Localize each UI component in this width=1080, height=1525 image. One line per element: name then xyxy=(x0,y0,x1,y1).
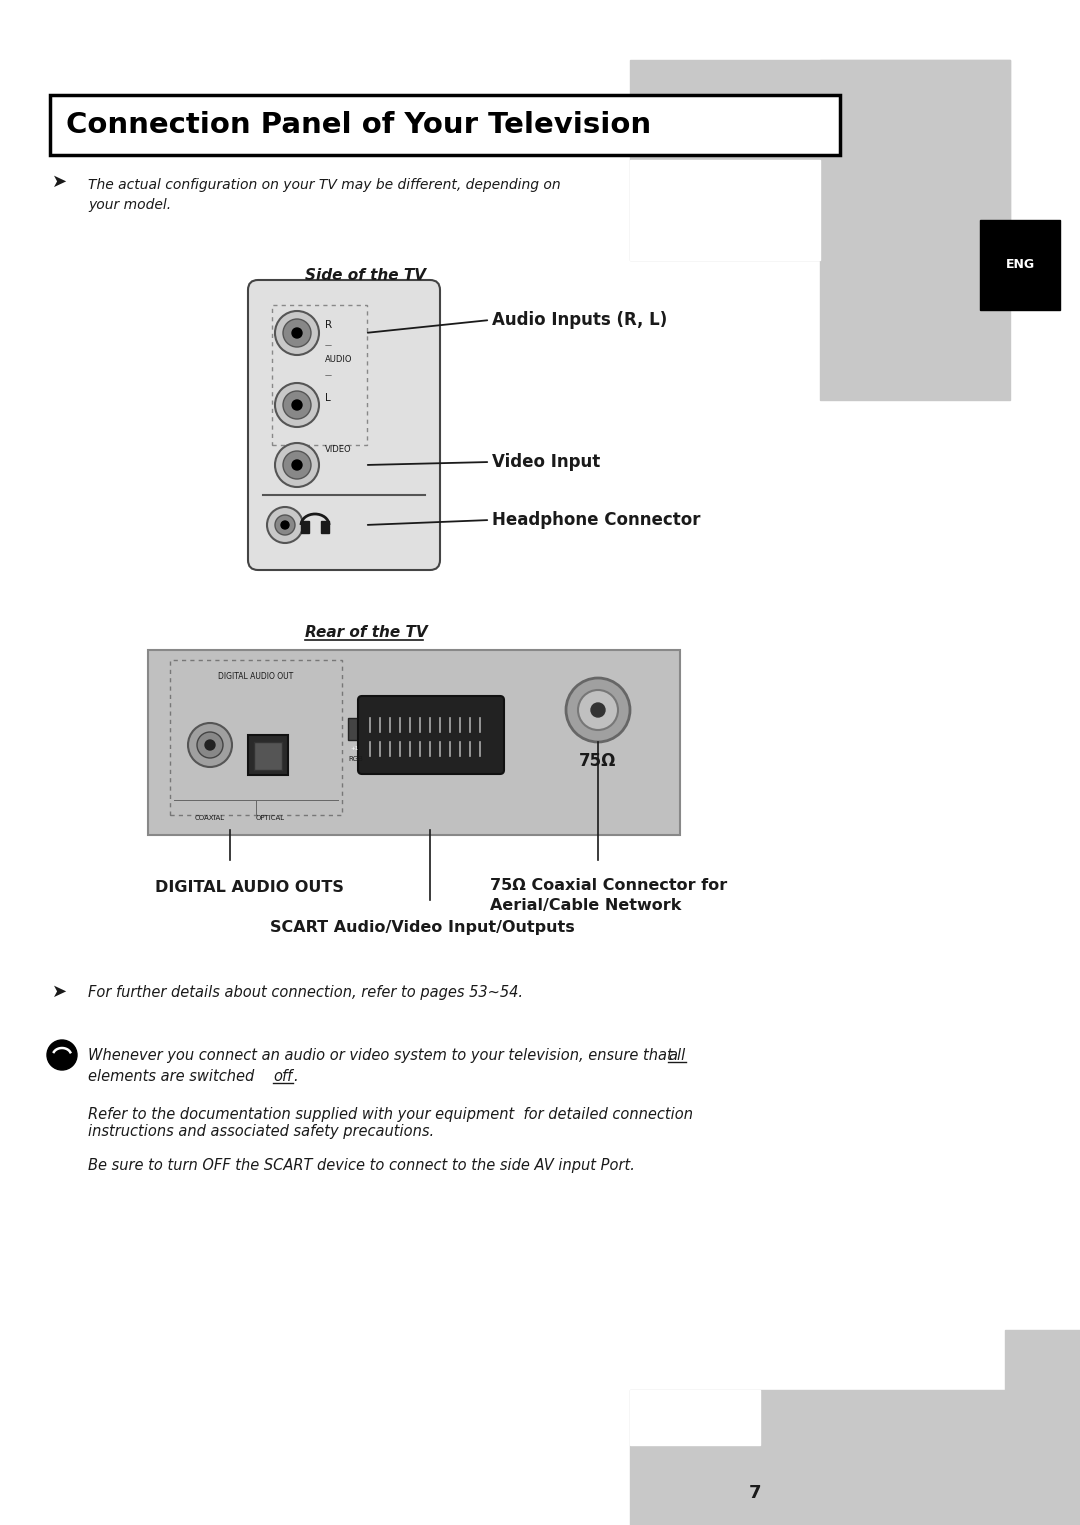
Text: ENG: ENG xyxy=(1005,259,1035,271)
Text: AUDIO: AUDIO xyxy=(325,355,352,364)
Bar xyxy=(980,220,1059,310)
Bar xyxy=(820,59,1010,400)
Text: Refer to the documentation supplied with your equipment  for detailed connection: Refer to the documentation supplied with… xyxy=(87,1107,693,1139)
Bar xyxy=(348,718,362,740)
Text: 75Ω: 75Ω xyxy=(579,752,617,770)
Text: Be sure to turn OFF the SCART device to connect to the side AV input Port.: Be sure to turn OFF the SCART device to … xyxy=(87,1157,635,1173)
Text: L: L xyxy=(325,393,330,403)
Bar xyxy=(148,650,680,836)
Text: OPTICAL: OPTICAL xyxy=(256,814,284,820)
Text: ➤: ➤ xyxy=(52,172,67,191)
Text: 75Ω Coaxial Connector for: 75Ω Coaxial Connector for xyxy=(490,878,727,894)
Bar xyxy=(254,743,282,770)
Circle shape xyxy=(281,522,289,529)
Text: Video Input: Video Input xyxy=(492,453,600,471)
Circle shape xyxy=(591,703,605,717)
Bar xyxy=(630,59,1010,259)
Text: your model.: your model. xyxy=(87,198,171,212)
FancyBboxPatch shape xyxy=(357,695,504,775)
Text: DIGITAL AUDIO OUT: DIGITAL AUDIO OUT xyxy=(218,673,294,682)
Circle shape xyxy=(275,515,295,535)
Bar xyxy=(1005,1330,1080,1389)
Circle shape xyxy=(292,328,302,339)
Circle shape xyxy=(275,383,319,427)
Circle shape xyxy=(205,740,215,750)
Bar xyxy=(630,1389,760,1446)
Circle shape xyxy=(283,451,311,479)
Bar xyxy=(50,95,840,156)
Text: Audio Inputs (R, L): Audio Inputs (R, L) xyxy=(492,311,667,329)
Text: SCART Audio/Video Input/Outputs: SCART Audio/Video Input/Outputs xyxy=(270,920,575,935)
Bar xyxy=(248,735,288,775)
Circle shape xyxy=(578,689,618,730)
Text: 7: 7 xyxy=(748,1484,761,1502)
Text: .: . xyxy=(293,1069,298,1084)
Text: COAXIAL: COAXIAL xyxy=(194,814,225,820)
Text: ➤: ➤ xyxy=(52,984,67,1000)
Circle shape xyxy=(292,461,302,470)
Text: Aerial/Cable Network: Aerial/Cable Network xyxy=(490,898,681,913)
Ellipse shape xyxy=(993,244,1048,287)
Text: all: all xyxy=(669,1048,685,1063)
Bar xyxy=(630,1389,1080,1525)
Bar xyxy=(272,305,367,445)
Bar xyxy=(321,522,329,534)
Text: elements are switched: elements are switched xyxy=(87,1069,259,1084)
Bar xyxy=(630,160,820,259)
Text: Rear of the TV: Rear of the TV xyxy=(305,625,428,640)
Text: —: — xyxy=(325,342,332,348)
FancyBboxPatch shape xyxy=(248,281,440,570)
Circle shape xyxy=(283,319,311,348)
Text: DIGITAL AUDIO OUTS: DIGITAL AUDIO OUTS xyxy=(156,880,343,895)
Circle shape xyxy=(292,400,302,410)
Circle shape xyxy=(188,723,232,767)
Circle shape xyxy=(48,1040,77,1071)
Circle shape xyxy=(566,679,630,743)
Text: R: R xyxy=(325,320,333,329)
Circle shape xyxy=(283,390,311,419)
Bar xyxy=(170,660,342,814)
Text: For further details about connection, refer to pages 53~54.: For further details about connection, re… xyxy=(87,985,523,999)
Text: Headphone Connector: Headphone Connector xyxy=(492,511,701,529)
Circle shape xyxy=(275,442,319,486)
Text: RGB: RGB xyxy=(348,756,363,762)
Text: Side of the TV: Side of the TV xyxy=(305,268,426,284)
Circle shape xyxy=(275,311,319,355)
Text: Connection Panel of Your Television: Connection Panel of Your Television xyxy=(66,111,651,139)
Circle shape xyxy=(267,506,303,543)
Text: The actual configuration on your TV may be different, depending on: The actual configuration on your TV may … xyxy=(87,178,561,192)
Text: VIDEO: VIDEO xyxy=(325,445,352,454)
Text: off: off xyxy=(273,1069,293,1084)
Text: +1: +1 xyxy=(350,746,359,750)
Bar xyxy=(301,522,309,534)
Text: —: — xyxy=(325,372,332,378)
Circle shape xyxy=(197,732,222,758)
Text: Whenever you connect an audio or video system to your television, ensure that: Whenever you connect an audio or video s… xyxy=(87,1048,677,1063)
